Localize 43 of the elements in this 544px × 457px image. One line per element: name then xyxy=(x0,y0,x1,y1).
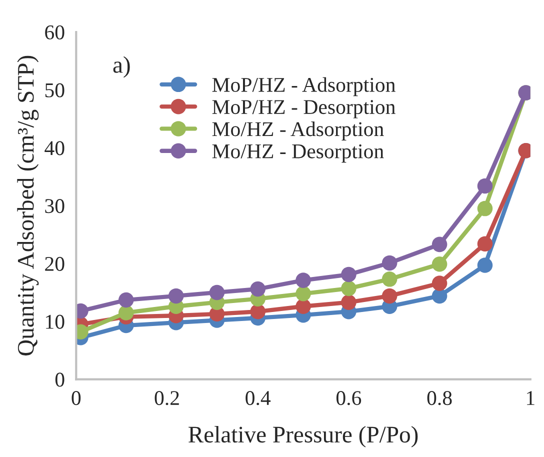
point xyxy=(382,288,398,304)
point xyxy=(209,284,225,300)
y-tick-label: 0 xyxy=(55,372,64,387)
x-tick-label: 0.8 xyxy=(427,391,452,406)
point xyxy=(477,236,493,252)
x-tick-label: 0.2 xyxy=(154,391,179,406)
point xyxy=(382,255,398,271)
x-tick-label: 0.4 xyxy=(246,391,271,406)
point xyxy=(477,200,493,216)
point xyxy=(296,272,311,288)
point xyxy=(432,236,448,252)
point xyxy=(432,276,448,291)
y-tick-label: 10 xyxy=(46,314,64,329)
point xyxy=(477,258,493,273)
point xyxy=(341,266,356,282)
point xyxy=(296,298,311,314)
annotation: a) xyxy=(113,56,130,78)
point xyxy=(296,286,311,302)
y-axis-title: Quantity Adsorbed (cm³/g STP) xyxy=(17,56,39,356)
y-tick-label: 40 xyxy=(44,141,64,156)
point xyxy=(118,292,134,308)
point xyxy=(432,288,448,304)
y-tick-label: 50 xyxy=(45,83,64,98)
legend-label: Mo/HZ - Desorption xyxy=(212,144,384,163)
point xyxy=(250,304,266,320)
point xyxy=(341,280,356,296)
y-tick-label: 30 xyxy=(45,199,64,214)
point xyxy=(250,281,266,297)
x-tick-label: 0 xyxy=(72,391,81,406)
point xyxy=(168,288,184,304)
x-tick-label: 1 xyxy=(527,391,534,405)
y-tick-label: 60 xyxy=(45,25,64,40)
point xyxy=(382,272,398,287)
legend-label: MoP/HZ - Adsorption xyxy=(212,77,396,96)
legend-label: Mo/HZ - Adsorption xyxy=(212,122,384,140)
point xyxy=(118,305,134,320)
point xyxy=(341,294,356,310)
x-axis-title: Relative Pressure (P/Po) xyxy=(188,426,418,448)
point xyxy=(477,178,493,194)
legend-label: MoP/HZ - Desorption xyxy=(212,100,396,118)
point xyxy=(432,256,448,272)
x-tick-label: 0.6 xyxy=(336,391,362,406)
y-tick-label: 20 xyxy=(45,256,64,271)
